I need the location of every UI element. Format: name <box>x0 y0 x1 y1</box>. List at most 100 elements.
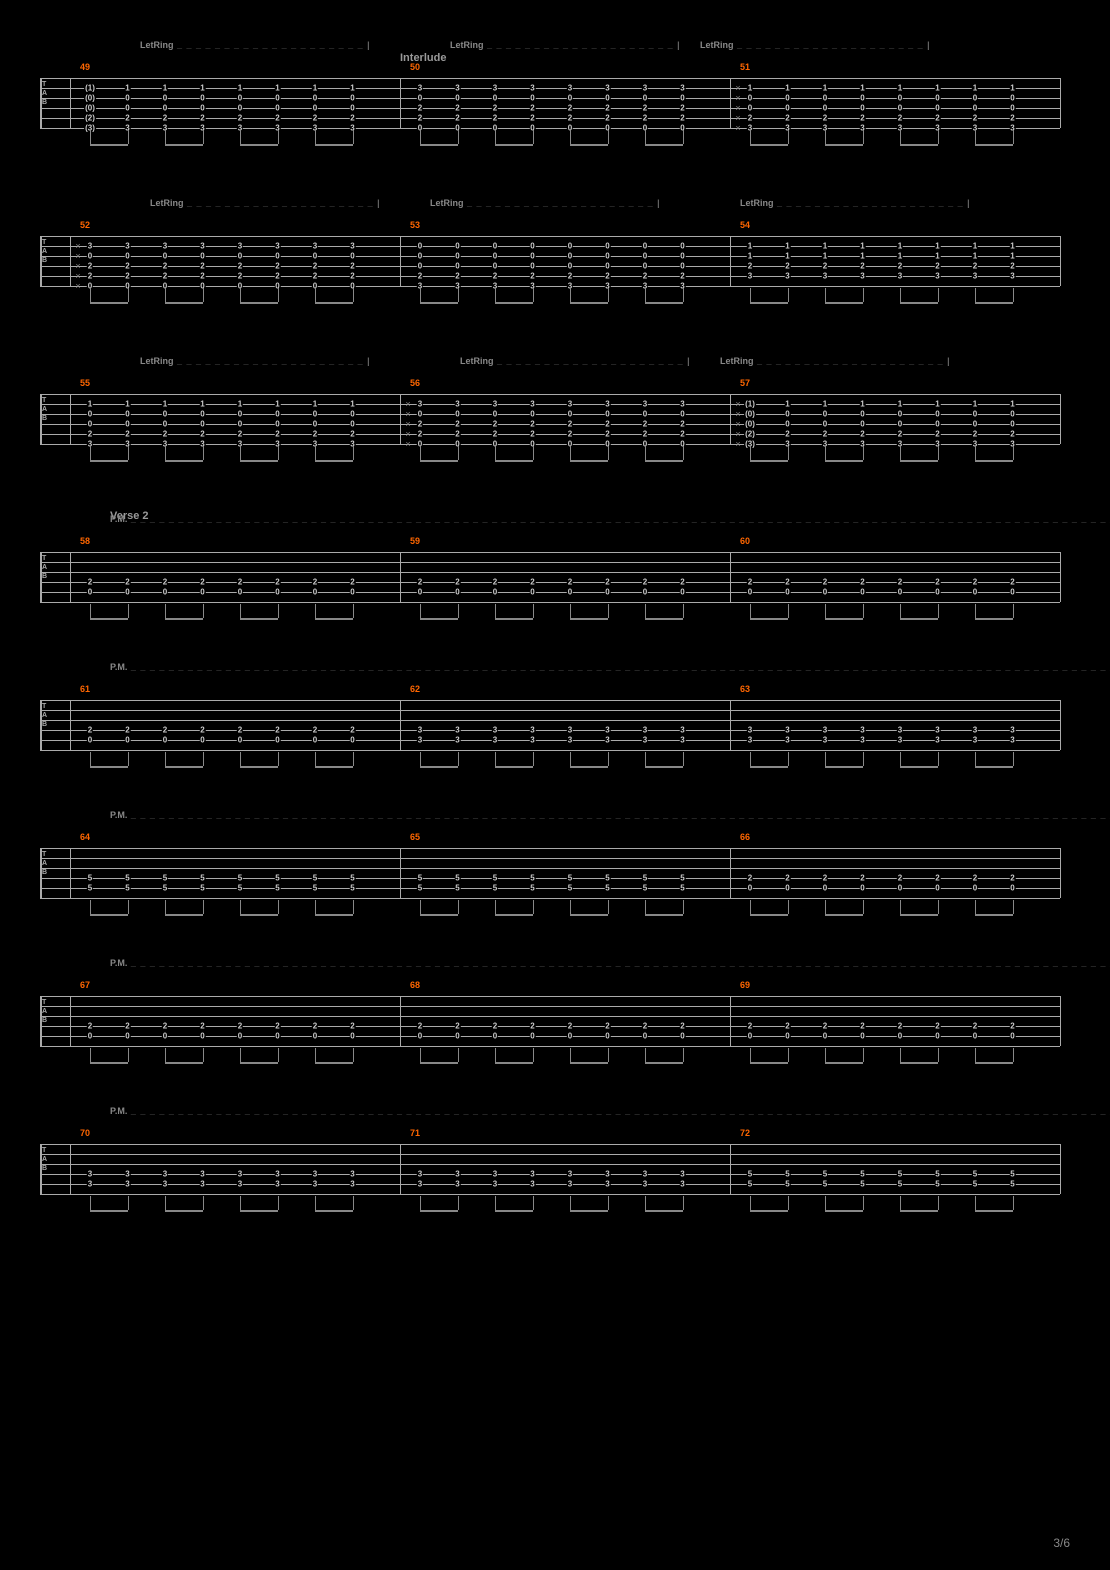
fret-number: 1 <box>822 242 828 251</box>
tab-system: LetRing _ _ _ _ _ _ _ _ _ _ _ _ _ _ _ _ … <box>40 356 1070 486</box>
fret-number: 0 <box>784 884 790 893</box>
fret-number: 0 <box>747 884 753 893</box>
fret-number: 3 <box>822 726 828 735</box>
fret-number: 5 <box>312 874 318 883</box>
fret-number: 1 <box>312 400 318 409</box>
fret-number: 5 <box>492 874 498 883</box>
fret-number: 3 <box>1009 736 1015 745</box>
fret-number: 0 <box>124 252 130 261</box>
fret-number: 5 <box>124 884 130 893</box>
play-annotation: LetRing _ _ _ _ _ _ _ _ _ _ _ _ _ _ _ _ … <box>140 40 371 50</box>
fret-number: 0 <box>199 736 205 745</box>
fret-number: 0 <box>312 1032 318 1041</box>
fret-number: 2 <box>274 430 280 439</box>
fret-number: 0 <box>859 94 865 103</box>
fret-number: 2 <box>417 578 423 587</box>
fret-number: 2 <box>87 726 93 735</box>
rhythm-stems <box>40 130 1060 155</box>
fret-number: 0 <box>162 94 168 103</box>
fret-number: 2 <box>604 420 610 429</box>
fret-number: 0 <box>87 588 93 597</box>
fret-number: 2 <box>529 104 535 113</box>
fret-number: 2 <box>162 114 168 123</box>
fret-number: 2 <box>859 874 865 883</box>
fret-number: 1 <box>1009 400 1015 409</box>
fret-number: 0 <box>124 736 130 745</box>
fret-number: 2 <box>417 272 423 281</box>
fret-number: 1 <box>1009 84 1015 93</box>
fret-number: 0 <box>199 252 205 261</box>
fret-number: 2 <box>492 104 498 113</box>
fret-number: 3 <box>972 272 978 281</box>
measure-number: 53 <box>410 220 420 230</box>
fret-number: 3 <box>604 736 610 745</box>
fret-number: 3 <box>124 1180 130 1189</box>
fret-number: 0 <box>642 1032 648 1041</box>
fret-number: 1 <box>822 252 828 261</box>
fret-number: 2 <box>604 114 610 123</box>
fret-number: 3 <box>567 1170 573 1179</box>
fret-number: 0 <box>87 1032 93 1041</box>
fret-number: 0 <box>972 588 978 597</box>
fret-number: 0 <box>274 410 280 419</box>
fret-number: 2 <box>162 726 168 735</box>
fret-number: 5 <box>972 1180 978 1189</box>
fret-number: 3 <box>859 726 865 735</box>
fret-number: 5 <box>784 1180 790 1189</box>
fret-number: 0 <box>274 104 280 113</box>
fret-number: 2 <box>274 1022 280 1031</box>
fret-number: 3 <box>972 736 978 745</box>
measure-number: 49 <box>80 62 90 72</box>
fret-number: 2 <box>859 430 865 439</box>
fret-number: 3 <box>454 726 460 735</box>
fret-number: 0 <box>312 736 318 745</box>
fret-number: 1 <box>934 252 940 261</box>
fret-number: 3 <box>529 1170 535 1179</box>
fret-number: 2 <box>1009 114 1015 123</box>
fret-number: 0 <box>529 262 535 271</box>
fret-number: 1 <box>859 252 865 261</box>
fret-number: 1 <box>934 400 940 409</box>
measure-number: 56 <box>410 378 420 388</box>
fret-number: 0 <box>747 588 753 597</box>
fret-number: 2 <box>312 1022 318 1031</box>
fret-number: 2 <box>312 114 318 123</box>
fret-number: 3 <box>492 1170 498 1179</box>
fret-number: 5 <box>349 884 355 893</box>
fret-number: 2 <box>679 1022 685 1031</box>
fret-number: 0 <box>604 242 610 251</box>
tab-staff: TAB2020202020202020202020202020202020202… <box>40 552 1060 602</box>
fret-number: 2 <box>124 578 130 587</box>
fret-number: 2 <box>604 578 610 587</box>
fret-number: 0 <box>897 410 903 419</box>
fret-number: 5 <box>1009 1180 1015 1189</box>
fret-number: 0 <box>162 1032 168 1041</box>
fret-number: 0 <box>822 884 828 893</box>
fret-number: 0 <box>642 588 648 597</box>
play-annotation: LetRing _ _ _ _ _ _ _ _ _ _ _ _ _ _ _ _ … <box>720 356 951 366</box>
fret-number: 0 <box>1009 94 1015 103</box>
fret-number: 2 <box>274 272 280 281</box>
fret-number: 3 <box>349 1170 355 1179</box>
play-annotation: P.M. _ _ _ _ _ _ _ _ _ _ _ _ _ _ _ _ _ _… <box>110 958 1110 968</box>
fret-number: 0 <box>199 420 205 429</box>
fret-number: 2 <box>417 430 423 439</box>
fret-number: 2 <box>859 262 865 271</box>
fret-number: 5 <box>642 874 648 883</box>
fret-number: 5 <box>349 874 355 883</box>
fret-number: 2 <box>274 726 280 735</box>
fret-number: 1 <box>972 400 978 409</box>
fret-number: 0 <box>747 104 753 113</box>
fret-number: 0 <box>934 420 940 429</box>
fret-number: 2 <box>162 262 168 271</box>
fret-number: 0 <box>934 884 940 893</box>
fret-number: 0 <box>274 420 280 429</box>
fret-number: 0 <box>529 588 535 597</box>
fret-number: 2 <box>784 1022 790 1031</box>
play-annotation: P.M. _ _ _ _ _ _ _ _ _ _ _ _ _ _ _ _ _ _… <box>110 1106 1110 1116</box>
fret-number: 0 <box>237 420 243 429</box>
fret-number: 0 <box>1009 420 1015 429</box>
fret-number: 2 <box>604 1022 610 1031</box>
fret-number: 2 <box>642 430 648 439</box>
fret-number: 2 <box>199 578 205 587</box>
